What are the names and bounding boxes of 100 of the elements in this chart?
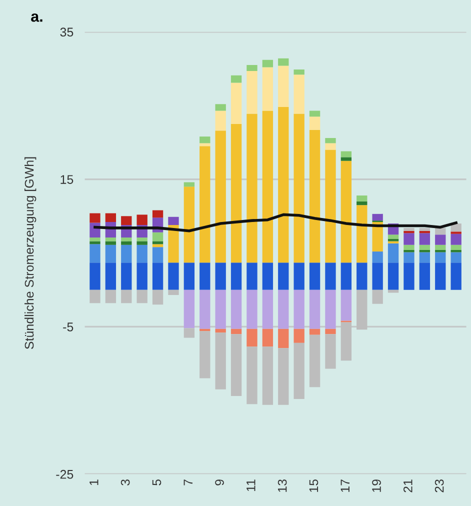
bar — [356, 205, 368, 263]
bar — [294, 69, 304, 75]
x-tick-label: 13 — [278, 480, 287, 492]
bar — [404, 230, 414, 234]
bar — [388, 290, 399, 293]
bar — [246, 114, 258, 263]
bar — [309, 116, 320, 130]
bar — [215, 332, 226, 390]
bar — [152, 241, 164, 244]
x-tick-label: 21 — [403, 480, 412, 492]
bar — [435, 262, 446, 290]
bar — [246, 70, 258, 114]
bar — [325, 328, 336, 334]
bar — [215, 104, 226, 111]
bar — [356, 201, 368, 206]
bar — [230, 290, 242, 329]
bar — [152, 210, 164, 218]
bar — [278, 66, 289, 108]
bar — [262, 290, 274, 329]
x-tick-label: 3 — [120, 480, 130, 486]
bar — [356, 262, 368, 290]
chart-title: a. — [31, 13, 42, 22]
bar — [184, 290, 195, 328]
bar — [136, 244, 148, 263]
bar — [262, 60, 274, 68]
x-tick-label: 17 — [340, 480, 350, 492]
bar — [200, 290, 210, 329]
bar — [246, 65, 258, 71]
bar — [168, 224, 179, 263]
bar — [105, 262, 116, 290]
bar — [309, 328, 320, 335]
bar — [90, 290, 100, 304]
bar — [419, 233, 430, 245]
bar — [419, 228, 430, 231]
bar — [230, 334, 242, 396]
bar — [200, 136, 210, 144]
bar — [246, 262, 258, 290]
x-tick-label: 15 — [309, 480, 318, 492]
y-tick-label: -25 — [56, 470, 74, 479]
bar — [200, 146, 210, 263]
bar — [450, 252, 462, 263]
bar — [215, 262, 226, 290]
bar — [168, 290, 179, 296]
bar — [152, 262, 164, 290]
bar — [184, 186, 195, 263]
bar — [356, 196, 368, 202]
x-tick-label: 19 — [372, 480, 381, 492]
bar — [136, 290, 148, 304]
bar — [435, 244, 446, 250]
bar — [404, 228, 414, 231]
bar — [278, 328, 289, 348]
bar — [168, 262, 179, 290]
line-series — [94, 213, 458, 232]
bar — [294, 262, 304, 290]
bar — [340, 157, 352, 161]
bar — [278, 290, 289, 329]
x-tick-label: 9 — [215, 480, 224, 486]
bar — [309, 130, 320, 263]
bar — [246, 328, 258, 347]
bar — [136, 241, 148, 245]
bar — [325, 290, 336, 329]
bar — [372, 262, 383, 290]
bar — [388, 243, 399, 263]
bar — [262, 328, 274, 347]
bar — [404, 262, 414, 290]
bar — [294, 290, 304, 329]
bar — [184, 182, 195, 187]
bar — [215, 328, 226, 333]
bar — [388, 262, 399, 290]
bar — [325, 143, 336, 150]
bar — [121, 241, 132, 245]
bar — [262, 67, 274, 111]
bar — [325, 334, 336, 369]
bar — [340, 151, 352, 158]
bar — [200, 262, 210, 290]
bar — [121, 238, 132, 242]
bar — [105, 244, 116, 263]
bar — [372, 214, 383, 221]
bar — [90, 241, 100, 244]
bar — [121, 216, 132, 225]
bar — [90, 244, 100, 263]
bar — [230, 328, 242, 334]
bar — [184, 262, 195, 290]
bar — [90, 238, 100, 242]
bar — [294, 328, 304, 343]
bar — [200, 143, 210, 146]
bar — [450, 234, 462, 245]
bar — [325, 150, 336, 263]
bar — [404, 244, 414, 250]
bar — [105, 241, 116, 245]
bar — [388, 234, 399, 239]
bar — [105, 290, 116, 304]
bar — [435, 228, 446, 235]
bar — [200, 331, 210, 378]
bar — [121, 262, 132, 290]
bar — [152, 247, 164, 263]
y-tick-label: 35 — [60, 28, 74, 37]
x-tick-label: 11 — [246, 480, 256, 492]
bar — [278, 348, 289, 405]
bar — [262, 346, 274, 405]
